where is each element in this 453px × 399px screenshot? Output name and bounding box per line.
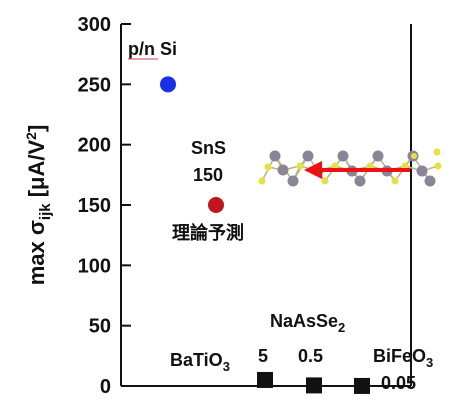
sns-name-label: SnS	[191, 138, 226, 158]
batio3-value-label: 5	[258, 346, 268, 366]
y-tick-label: 0	[100, 376, 111, 398]
data-point	[257, 371, 273, 388]
data-points	[160, 76, 370, 394]
naasse2-value-label: 0.5	[298, 346, 323, 366]
y-tick-label: 250	[78, 74, 111, 96]
y-tick-label: 100	[78, 255, 111, 277]
y-tick-label: 200	[78, 135, 111, 157]
y-tick-label: 300	[78, 14, 111, 36]
bifeo3-label: BiFeO3	[373, 346, 433, 370]
data-point	[160, 76, 176, 93]
y-tick-label: 50	[89, 316, 111, 338]
arrow-head-icon	[304, 161, 322, 179]
y-axis-label: max σijk [μA/V2]	[23, 125, 54, 286]
bifeo3-value-label: 0.05	[381, 373, 416, 393]
batio3-label: BaTiO3	[170, 350, 230, 374]
y-ticks: 0 50 100 150 200 250 300	[78, 14, 131, 398]
sns-note-label: 理論予測	[172, 222, 244, 243]
data-point	[208, 197, 224, 213]
crystal-structure-inset	[258, 148, 442, 187]
data-point	[354, 377, 370, 394]
pn-si-label: p/n Si	[128, 39, 177, 59]
naasse2-label: NaAsSe2	[270, 311, 345, 335]
y-tick-label: 150	[78, 195, 111, 217]
data-point	[306, 377, 322, 394]
sns-value-label: 150	[193, 165, 223, 185]
